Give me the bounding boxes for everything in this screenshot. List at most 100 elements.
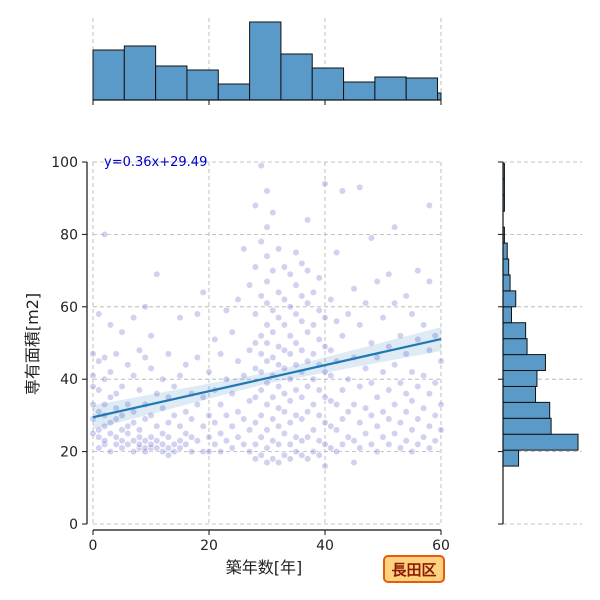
scatter-point (193, 310, 201, 318)
scatter-point (304, 408, 312, 416)
scatter-point (251, 310, 259, 318)
scatter-point (280, 321, 289, 329)
scatter-point (153, 422, 161, 430)
scatter-point (106, 429, 114, 438)
scatter-point (356, 382, 364, 391)
scatter-point (159, 404, 167, 412)
scatter-point (280, 346, 289, 354)
scatter-point (222, 375, 230, 383)
y-hist-bar (502, 354, 546, 372)
scatter-point (315, 386, 323, 394)
scatter-point (124, 361, 132, 369)
scatter-point (321, 180, 329, 188)
scatter-point (292, 433, 300, 441)
scatter-point (391, 429, 399, 438)
scatter-point (130, 419, 138, 427)
scatter-point (402, 408, 410, 416)
scatter-point (228, 444, 236, 452)
scatter-point (263, 400, 271, 409)
scatter-point (367, 379, 376, 387)
scatter-point (222, 411, 230, 420)
scatter-point (356, 419, 364, 427)
scatter-point (269, 455, 277, 463)
scatter-point (315, 437, 323, 445)
scatter-point (408, 448, 416, 456)
scatter-point (251, 263, 259, 271)
scatter-point (362, 364, 370, 372)
scatter-point (269, 306, 277, 315)
scatter-point (425, 277, 434, 286)
scatter-point (263, 339, 271, 347)
scatter-point (396, 332, 405, 340)
scatter-point (333, 317, 341, 325)
y-hist-bar (502, 401, 551, 419)
scatter-point (338, 415, 347, 423)
scatter-point (141, 444, 149, 452)
scatter-point (269, 328, 277, 336)
scatter-point (159, 440, 167, 448)
scatter-point (240, 371, 248, 380)
scatter-point (234, 408, 242, 416)
scatter-point (118, 411, 126, 420)
scatter-point (367, 234, 376, 242)
scatter-point (275, 245, 283, 253)
scatter-point (391, 361, 399, 369)
scatter-point (246, 426, 254, 434)
scatter-point (402, 350, 410, 358)
scatter-point (431, 332, 439, 340)
scatter-point (199, 288, 207, 296)
scatter-point (159, 375, 167, 383)
scatter-point (164, 451, 172, 459)
scatter-point (333, 248, 341, 257)
scatter-point (263, 187, 271, 195)
scatter-point (425, 444, 434, 452)
scatter-point (153, 437, 161, 445)
scatter-point (95, 310, 103, 318)
scatter-point (298, 415, 306, 423)
scatter-point (333, 426, 341, 434)
y-tick-label: 100 (51, 155, 78, 171)
scatter-point (124, 440, 132, 448)
scatter-point (315, 274, 323, 282)
scatter-point (333, 400, 341, 409)
scatter-point (112, 415, 120, 423)
y-hist-bar (502, 338, 528, 356)
scatter-point (327, 422, 335, 430)
scatter-point (321, 440, 329, 448)
scatter-point (286, 455, 294, 463)
scatter-point (269, 209, 277, 217)
scatter-point (170, 448, 178, 456)
scatter-point (240, 415, 248, 423)
scatter-point (263, 321, 271, 329)
scatter-point (147, 433, 155, 441)
scatter-point (164, 433, 172, 441)
scatter-point (147, 332, 155, 340)
scatter-point (286, 350, 294, 358)
scatter-point (147, 444, 155, 452)
scatter-point (130, 448, 138, 456)
scatter-point (211, 440, 219, 448)
scatter-point (437, 400, 445, 409)
scatter-point (327, 397, 335, 405)
scatter-point (263, 426, 271, 434)
scatter-point (135, 440, 143, 448)
scatter-point (298, 437, 306, 445)
scatter-point (350, 437, 358, 445)
scatter-point (130, 437, 138, 445)
scatter-point (420, 404, 428, 412)
scatter-point (170, 411, 178, 420)
scatter-point (292, 339, 300, 347)
scatter-point (292, 281, 300, 289)
scatter-point (251, 364, 259, 372)
scatter-point (153, 270, 161, 278)
scatter-point (135, 346, 143, 354)
scatter-point (182, 440, 190, 448)
y-axis-label: 専有面積[m2] (23, 293, 42, 395)
scatter-point (228, 422, 236, 430)
scatter-point (263, 277, 271, 286)
y-hist-bar (502, 417, 552, 435)
scatter-point (95, 357, 103, 365)
scatter-point (251, 393, 259, 401)
scatter-point (246, 281, 254, 289)
scatter-point (257, 292, 265, 300)
